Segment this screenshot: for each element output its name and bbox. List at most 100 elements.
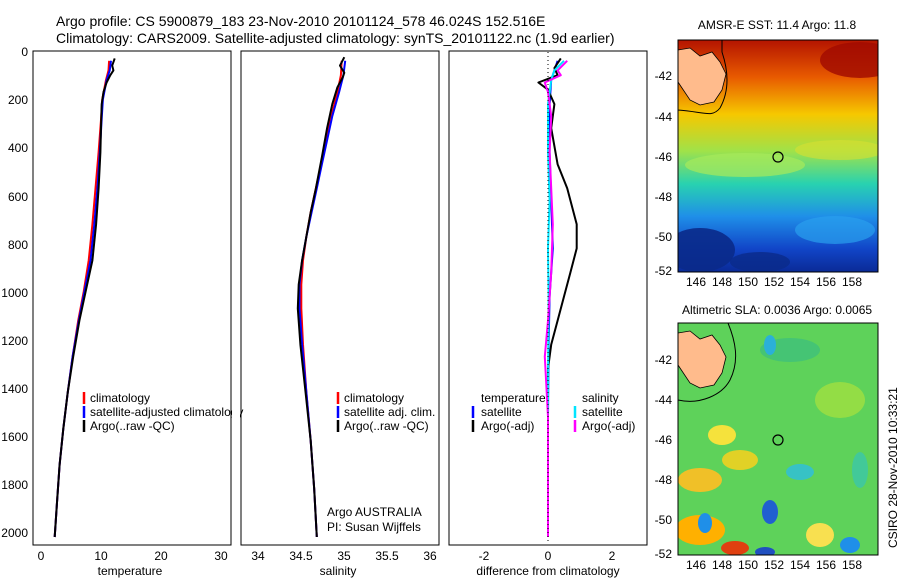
sla-patch [755,547,775,555]
temp-x-tick-label: 10 [94,549,108,563]
sst-patch [678,228,735,272]
sst-patch [795,140,878,160]
sla-patch [806,523,834,547]
sla-lon-label: 146 [686,558,706,572]
temp-x-tick-label: 30 [214,549,228,563]
y-tick-label: 400 [8,141,28,155]
sla-patch [764,335,776,355]
sla-lon-label: 148 [712,558,732,572]
sla-patch [815,382,865,418]
legend-label: climatology [90,391,150,405]
sst-lat-label: -48 [655,190,673,204]
sla-lon-label: 150 [738,558,758,572]
y-tick-label: 1400 [1,382,28,396]
sla-lon-label: 156 [816,558,836,572]
sla-lat-label: -42 [655,353,673,367]
legend-clip-mask [232,380,240,440]
legend-label: Argo(..raw -QC) [344,419,429,433]
contour-line [678,323,737,402]
sst-lat-label: -42 [655,69,673,83]
sla-lat-label: -48 [655,473,673,487]
sla-map [678,323,878,555]
sla-map-title: Altimetric SLA: 0.0036 Argo: 0.0065 [682,303,872,317]
sst-patch [795,216,875,244]
argo-position-marker [772,151,784,163]
temp-x-axis-label: temperature [98,564,163,578]
legend-label: satellite-adjusted climatology [90,405,243,419]
series-line-argo-raw-qc- [53,58,116,538]
sla-map-frame [677,322,879,556]
legend-label: satellite [582,405,623,419]
series-line-salinity-argo-adj- [543,60,568,537]
sst-lon-label: 152 [764,275,784,289]
legend-label: satellite [481,405,522,419]
sst-lat-label: -50 [655,230,673,244]
y-tick-label: 1000 [1,286,28,300]
argo-position-marker [772,434,784,446]
sla-patch [708,425,736,445]
legend-label: satellite adj. clim. [344,405,435,419]
sst-map-frame [677,39,879,273]
temp-x-tick-label: 20 [154,549,168,563]
legend-label: Argo(-adj) [481,419,534,433]
sst-patch [820,42,878,78]
tasmania-land [678,330,727,389]
sal-x-tick-label: 36 [423,549,437,563]
y-tick-label: 1800 [1,478,28,492]
sst-map-title: AMSR-E SST: 11.4 Argo: 11.8 [698,18,857,32]
legend-title-temperature: temperature [481,391,546,405]
sal-x-tick-label: 34.5 [289,549,313,563]
y-tick-label: 1200 [1,334,28,348]
sla-lat-label: -44 [655,393,673,407]
y-tick-label: 200 [8,93,28,107]
sst-lat-label: -44 [655,110,673,124]
sla-patch [840,537,860,553]
argo-group-label: Argo AUSTRALIA [327,505,422,519]
sla-patch [786,464,814,480]
sla-lon-label: 154 [790,558,810,572]
y-tick-label: 800 [8,238,28,252]
y-tick-label: 0 [21,45,28,59]
legend-label: Argo(..raw -QC) [90,419,175,433]
temp-x-tick-label: 0 [38,549,45,563]
legend-label: climatology [344,391,404,405]
legend-title-salinity: salinity [582,391,619,405]
sst-lon-label: 156 [816,275,836,289]
y-tick-label: 1600 [1,430,28,444]
diff-x-tick-label: 2 [609,549,616,563]
sal-x-axis-label: salinity [320,564,357,578]
salinity-panel [240,50,440,546]
sst-map [678,40,878,272]
contour-line [678,40,728,115]
pi-label: PI: Susan Wijffels [327,520,421,534]
sst-lon-label: 154 [790,275,810,289]
sla-lat-label: -50 [655,513,673,527]
sla-lat-label: -52 [655,547,673,561]
legend-label: Argo(-adj) [582,419,635,433]
y-tick-label: 600 [8,190,28,204]
sst-lon-label: 148 [712,275,732,289]
page-title: Argo profile: CS 5900879_183 23-Nov-2010… [56,13,546,29]
side-credit: CSIRO 28-Nov-2010 10:33:21 [886,387,900,548]
sst-lon-label: 150 [738,275,758,289]
tasmania-land [678,47,727,106]
temperature-panel [32,50,232,546]
diff-x-tick-label: -2 [479,549,490,563]
sst-lon-label: 146 [686,275,706,289]
sst-lat-label: -46 [655,150,673,164]
sla-lat-label: -46 [655,433,673,447]
sal-x-tick-label: 35 [337,549,351,563]
sst-patch [730,252,790,272]
sal-x-tick-label: 34 [251,549,265,563]
sla-patch [698,513,712,533]
sla-patch [852,452,868,488]
sst-patch [685,153,805,177]
sst-lat-label: -52 [655,264,673,278]
sal-x-tick-label: 35.5 [375,549,399,563]
series-line-argo-raw-qc- [296,56,346,538]
diff-x-axis-label: difference from climatology [476,564,619,578]
series-line-temperature-argo-adj- [537,57,578,537]
sla-patch [762,500,778,524]
sla-patch [722,450,758,470]
